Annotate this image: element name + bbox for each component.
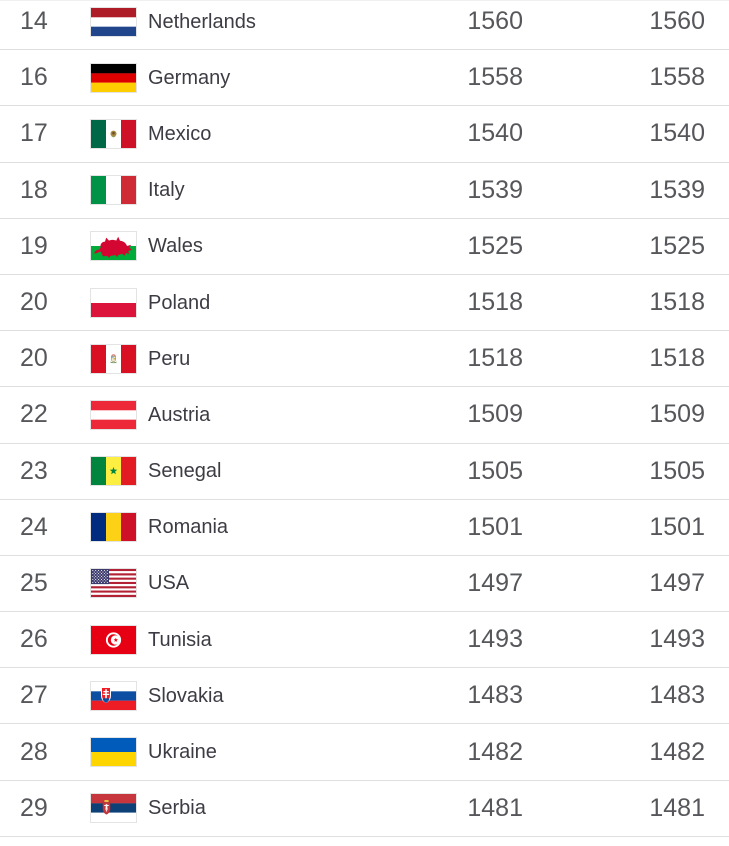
previous-points-value: 1539 <box>649 175 705 204</box>
previous-points-value: 1540 <box>649 119 705 148</box>
previous-points-value: 1501 <box>649 512 705 541</box>
country-name: Mexico <box>148 122 212 145</box>
country-name: Germany <box>148 66 231 89</box>
rank-value: 26 <box>20 625 48 654</box>
country-name: Romania <box>148 516 229 539</box>
senegal-flag-icon <box>90 456 137 487</box>
rank-value: 19 <box>20 231 48 260</box>
rank-value: 29 <box>20 793 48 822</box>
previous-points-value: 1525 <box>649 231 705 260</box>
table-row[interactable]: 19 Wales 1525 1525 <box>0 218 729 275</box>
rank-value: 18 <box>20 175 48 204</box>
country-name: Poland <box>148 291 211 314</box>
points-value: 1525 <box>467 231 523 260</box>
table-row[interactable]: 28 Ukraine 1482 1482 <box>0 724 729 781</box>
points-value: 1558 <box>467 63 523 92</box>
table-row[interactable]: 20 Peru 1518 1518 <box>0 331 729 388</box>
rank-value: 22 <box>20 400 48 429</box>
country-name: USA <box>148 572 190 595</box>
table-row[interactable]: 25 USA 1497 1497 <box>0 555 729 613</box>
rank-value: 25 <box>20 568 48 597</box>
rank-value: 20 <box>20 344 48 373</box>
country-name: Wales <box>148 235 203 258</box>
previous-points-value: 1518 <box>649 344 705 373</box>
previous-points-value: 1493 <box>649 625 705 654</box>
country-name: Austria <box>148 403 211 426</box>
country-name: Senegal <box>148 460 222 483</box>
country-name: Slovakia <box>148 684 224 707</box>
rank-value: 20 <box>20 288 48 317</box>
mexico-flag-icon <box>90 118 137 149</box>
rank-value: 16 <box>20 63 48 92</box>
rank-value: 17 <box>20 119 48 148</box>
points-value: 1509 <box>467 400 523 429</box>
table-row[interactable]: 22 Austria 1509 1509 <box>0 387 729 444</box>
slovakia-flag-icon <box>90 680 137 711</box>
previous-points-value: 1483 <box>649 681 705 710</box>
previous-points-value: 1560 <box>649 7 705 36</box>
wales-flag-icon <box>90 231 137 262</box>
points-value: 1518 <box>467 288 523 317</box>
table-row[interactable]: 23 Senegal 1505 1505 <box>0 443 729 500</box>
points-value: 1540 <box>467 119 523 148</box>
points-value: 1518 <box>467 344 523 373</box>
table-row[interactable]: 17 Mexico 1540 1540 <box>0 106 729 163</box>
previous-points-value: 1497 <box>649 568 705 597</box>
table-row[interactable]: 29 Serbia 1481 1481 <box>0 780 729 837</box>
italy-flag-icon <box>90 175 137 206</box>
table-row[interactable]: 18 Italy 1539 1539 <box>0 162 729 219</box>
table-row[interactable]: 14 Netherlands 1560 1560 <box>0 1 729 51</box>
table-row[interactable]: 16 Germany 1558 1558 <box>0 50 729 107</box>
table-row[interactable]: 26 Tunisia 1493 1493 <box>0 612 729 669</box>
previous-points-value: 1481 <box>649 793 705 822</box>
previous-points-value: 1518 <box>649 288 705 317</box>
rank-value: 14 <box>20 7 48 36</box>
rank-value: 23 <box>20 456 48 485</box>
poland-flag-icon <box>90 287 137 318</box>
serbia-flag-icon <box>90 793 137 824</box>
germany-flag-icon <box>90 62 137 93</box>
points-value: 1481 <box>467 793 523 822</box>
previous-points-value: 1482 <box>649 737 705 766</box>
previous-points-value: 1558 <box>649 63 705 92</box>
peru-flag-icon <box>90 343 137 374</box>
country-name: Serbia <box>148 797 206 820</box>
country-name: Netherlands <box>148 10 256 33</box>
points-value: 1539 <box>467 175 523 204</box>
previous-points-value: 1509 <box>649 400 705 429</box>
ukraine-flag-icon <box>90 737 137 768</box>
points-value: 1493 <box>467 625 523 654</box>
country-name: Italy <box>148 179 185 202</box>
country-name: Tunisia <box>148 628 212 651</box>
usa-flag-icon <box>90 568 137 599</box>
points-value: 1482 <box>467 737 523 766</box>
table-row[interactable]: 27 Slovakia 1483 1483 <box>0 668 729 725</box>
netherlands-flag-icon <box>90 6 137 37</box>
rank-value: 28 <box>20 737 48 766</box>
country-name: Peru <box>148 347 191 370</box>
points-value: 1497 <box>467 568 523 597</box>
points-value: 1560 <box>467 7 523 36</box>
rank-value: 24 <box>20 512 48 541</box>
table-row[interactable]: 20 Poland 1518 1518 <box>0 274 729 332</box>
points-value: 1505 <box>467 456 523 485</box>
points-value: 1501 <box>467 512 523 541</box>
tunisia-flag-icon <box>90 624 137 655</box>
table-row[interactable]: 24 Romania 1501 1501 <box>0 499 729 556</box>
romania-flag-icon <box>90 512 137 543</box>
austria-flag-icon <box>90 399 137 430</box>
previous-points-value: 1505 <box>649 456 705 485</box>
points-value: 1483 <box>467 681 523 710</box>
rank-value: 27 <box>20 681 48 710</box>
country-name: Ukraine <box>148 741 217 764</box>
